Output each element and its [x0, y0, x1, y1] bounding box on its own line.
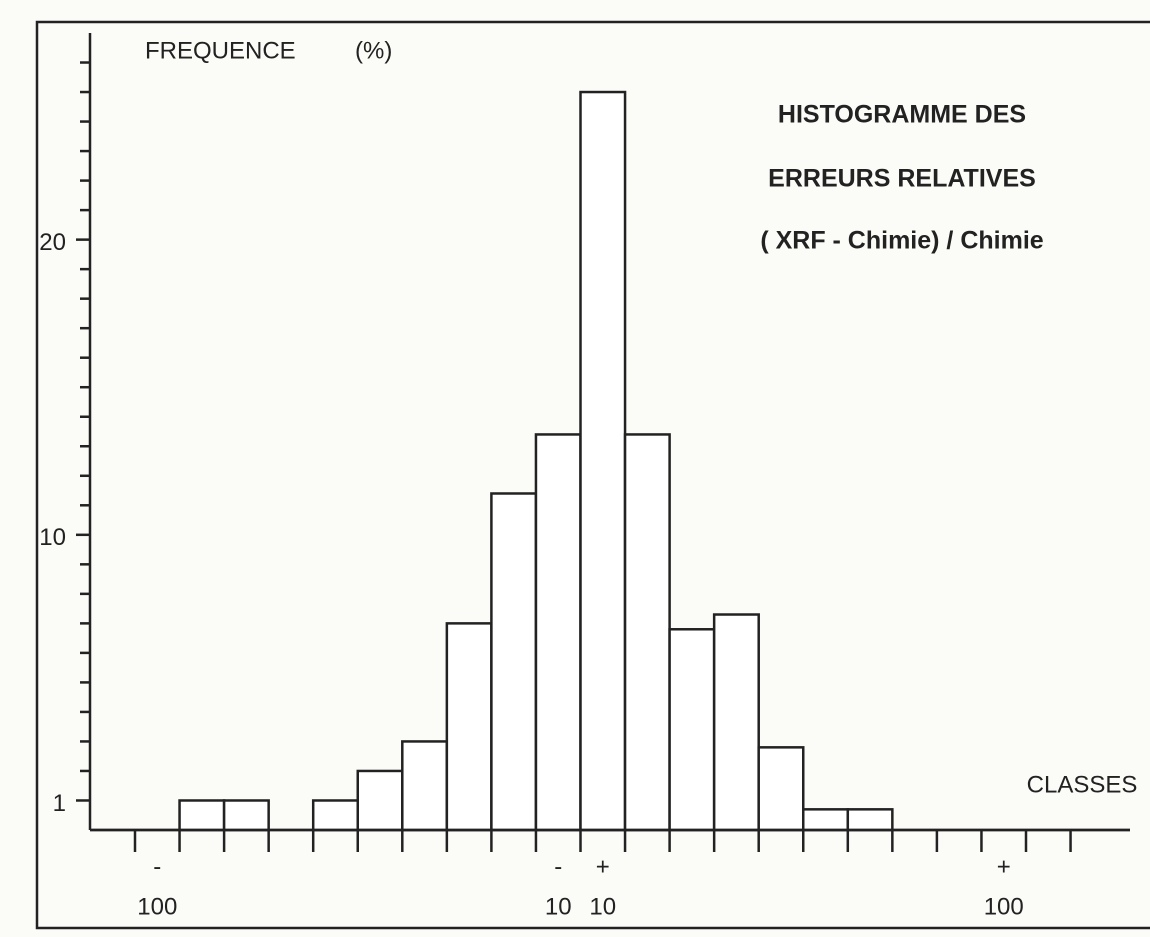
bar	[356, 769, 404, 832]
bar	[802, 808, 850, 832]
y-axis-unit: (%)	[355, 37, 392, 64]
y-tick-label: 10	[39, 524, 66, 551]
chart-title: HISTOGRAMME DES	[778, 101, 1026, 129]
bar	[311, 799, 360, 832]
x-tick-label: 10	[589, 893, 616, 920]
bar	[445, 622, 493, 832]
chart-title: ERREURS RELATIVES	[768, 165, 1036, 193]
bar	[623, 433, 671, 832]
x-tick-label: 100	[984, 893, 1024, 920]
bar	[401, 740, 449, 832]
bar	[846, 808, 894, 832]
x-axis-label: CLASSES	[1027, 771, 1138, 798]
bar	[579, 90, 627, 832]
bar	[668, 628, 716, 832]
x-tick-label: 100	[137, 893, 177, 920]
x-tick-sign: -	[153, 853, 161, 880]
bar	[757, 746, 805, 832]
x-tick-label: 10	[545, 893, 572, 920]
bar	[712, 613, 760, 832]
chart-title: ( XRF - Chimie) / Chimie	[760, 227, 1043, 255]
y-tick-label: 1	[53, 790, 66, 817]
bar	[490, 492, 538, 832]
bar	[222, 799, 270, 832]
bar	[534, 433, 582, 832]
x-tick-sign: +	[596, 853, 610, 880]
x-tick-sign: -	[554, 853, 562, 880]
bar	[178, 799, 226, 832]
y-axis-label: FREQUENCE	[145, 37, 296, 64]
frame	[35, 20, 1150, 930]
x-tick-sign: +	[997, 853, 1011, 880]
y-tick-label: 20	[39, 229, 66, 256]
